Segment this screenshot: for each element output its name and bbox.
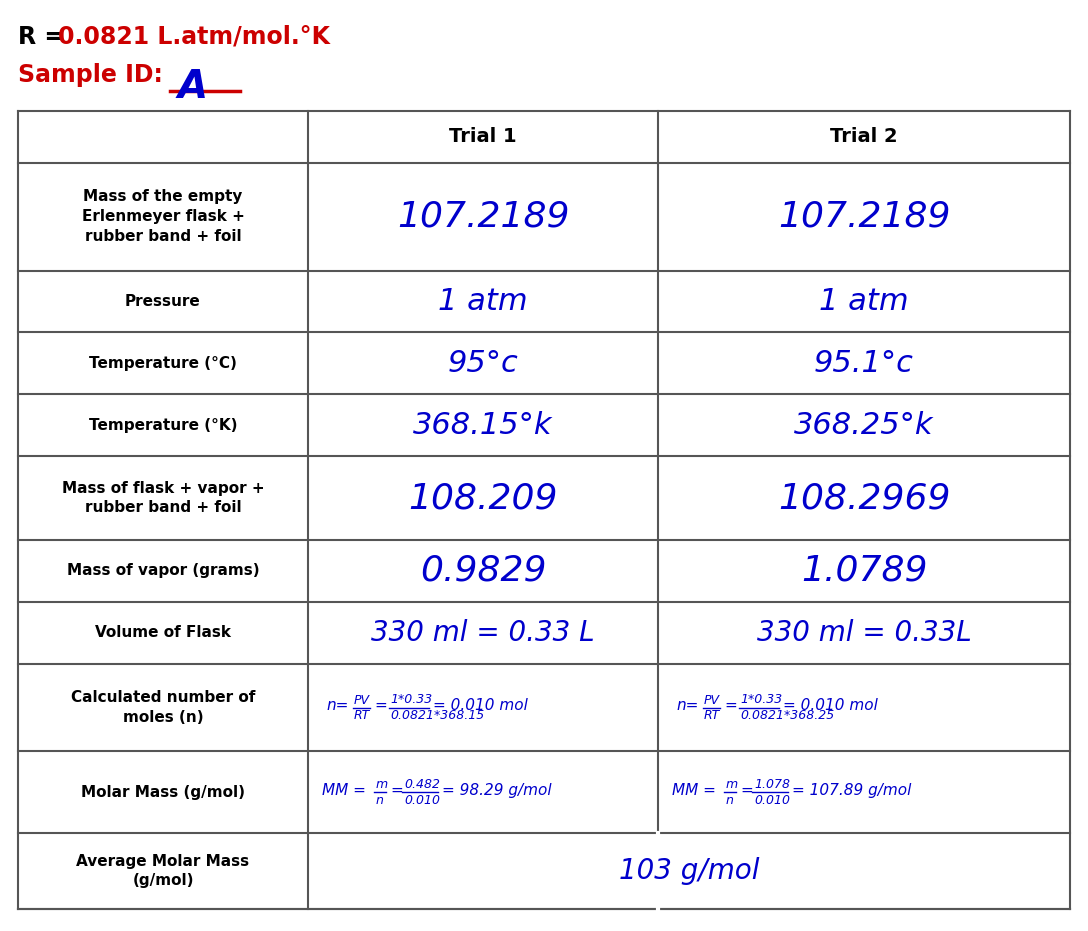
Text: 1*0.33: 1*0.33 xyxy=(740,694,782,707)
Text: Mass of the empty
Erlenmeyer flask +
rubber band + foil: Mass of the empty Erlenmeyer flask + rub… xyxy=(82,189,245,244)
Text: 0.010: 0.010 xyxy=(754,793,790,806)
Text: 1*0.33: 1*0.33 xyxy=(390,694,432,707)
Text: 1 atm: 1 atm xyxy=(438,287,528,316)
Text: 0.0821*368.15: 0.0821*368.15 xyxy=(390,708,484,722)
Text: 107.2189: 107.2189 xyxy=(397,200,569,234)
Text: RT: RT xyxy=(354,708,370,722)
Text: Mass of flask + vapor +
rubber band + foil: Mass of flask + vapor + rubber band + fo… xyxy=(62,480,264,516)
Text: PV: PV xyxy=(704,694,720,707)
Text: MM =: MM = xyxy=(322,783,366,798)
Text: MM =: MM = xyxy=(672,783,716,798)
Text: PV: PV xyxy=(354,694,370,707)
Text: 1.078: 1.078 xyxy=(754,778,790,791)
Text: 0.0821 L.atm/mol.°K: 0.0821 L.atm/mol.°K xyxy=(58,25,330,49)
Text: Temperature (°K): Temperature (°K) xyxy=(89,418,237,433)
Text: RT: RT xyxy=(704,708,720,722)
Text: Trial 1: Trial 1 xyxy=(449,128,517,146)
Text: 0.010: 0.010 xyxy=(404,793,440,806)
Text: n=: n= xyxy=(676,698,698,713)
Text: 95°c: 95°c xyxy=(447,349,518,378)
Text: 1.0789: 1.0789 xyxy=(801,554,927,587)
Text: A: A xyxy=(178,68,208,106)
Text: R =: R = xyxy=(18,25,73,49)
Text: 108.2969: 108.2969 xyxy=(778,481,950,515)
Text: 95.1°c: 95.1°c xyxy=(814,349,914,378)
Text: n: n xyxy=(376,793,384,806)
Text: Temperature (°C): Temperature (°C) xyxy=(89,356,237,371)
Text: = 98.29 g/mol: = 98.29 g/mol xyxy=(442,783,552,798)
Text: Molar Mass (g/mol): Molar Mass (g/mol) xyxy=(81,785,245,800)
Text: m: m xyxy=(726,778,738,791)
Text: Pressure: Pressure xyxy=(125,294,201,309)
Text: 103 g/mol: 103 g/mol xyxy=(619,857,759,885)
Text: Average Molar Mass
(g/mol): Average Molar Mass (g/mol) xyxy=(76,854,249,888)
Text: Calculated number of
moles (n): Calculated number of moles (n) xyxy=(71,690,256,725)
Text: = 0.010 mol: = 0.010 mol xyxy=(433,698,528,713)
Text: 368.15°k: 368.15°k xyxy=(413,411,553,439)
Text: 368.25°k: 368.25°k xyxy=(794,411,934,439)
Text: 0.0821*368.25: 0.0821*368.25 xyxy=(740,708,834,722)
Text: 330 ml = 0.33 L: 330 ml = 0.33 L xyxy=(371,619,595,647)
Text: = 0.010 mol: = 0.010 mol xyxy=(783,698,878,713)
Text: n: n xyxy=(726,793,734,806)
Text: =: = xyxy=(390,783,403,798)
Text: =: = xyxy=(724,698,737,713)
Text: 108.209: 108.209 xyxy=(408,481,558,515)
Text: Sample ID:: Sample ID: xyxy=(18,63,163,87)
Text: 1 atm: 1 atm xyxy=(819,287,908,316)
Text: = 107.89 g/mol: = 107.89 g/mol xyxy=(792,783,912,798)
Text: 107.2189: 107.2189 xyxy=(778,200,950,234)
Text: m: m xyxy=(376,778,388,791)
Text: 0.9829: 0.9829 xyxy=(420,554,546,587)
Text: Mass of vapor (grams): Mass of vapor (grams) xyxy=(66,563,259,578)
Text: =: = xyxy=(740,783,753,798)
Text: 330 ml = 0.33L: 330 ml = 0.33L xyxy=(756,619,972,647)
Text: Trial 2: Trial 2 xyxy=(830,128,898,146)
Text: n=: n= xyxy=(326,698,348,713)
Text: Volume of Flask: Volume of Flask xyxy=(95,626,231,641)
Text: 0.482: 0.482 xyxy=(404,778,440,791)
Text: =: = xyxy=(374,698,386,713)
